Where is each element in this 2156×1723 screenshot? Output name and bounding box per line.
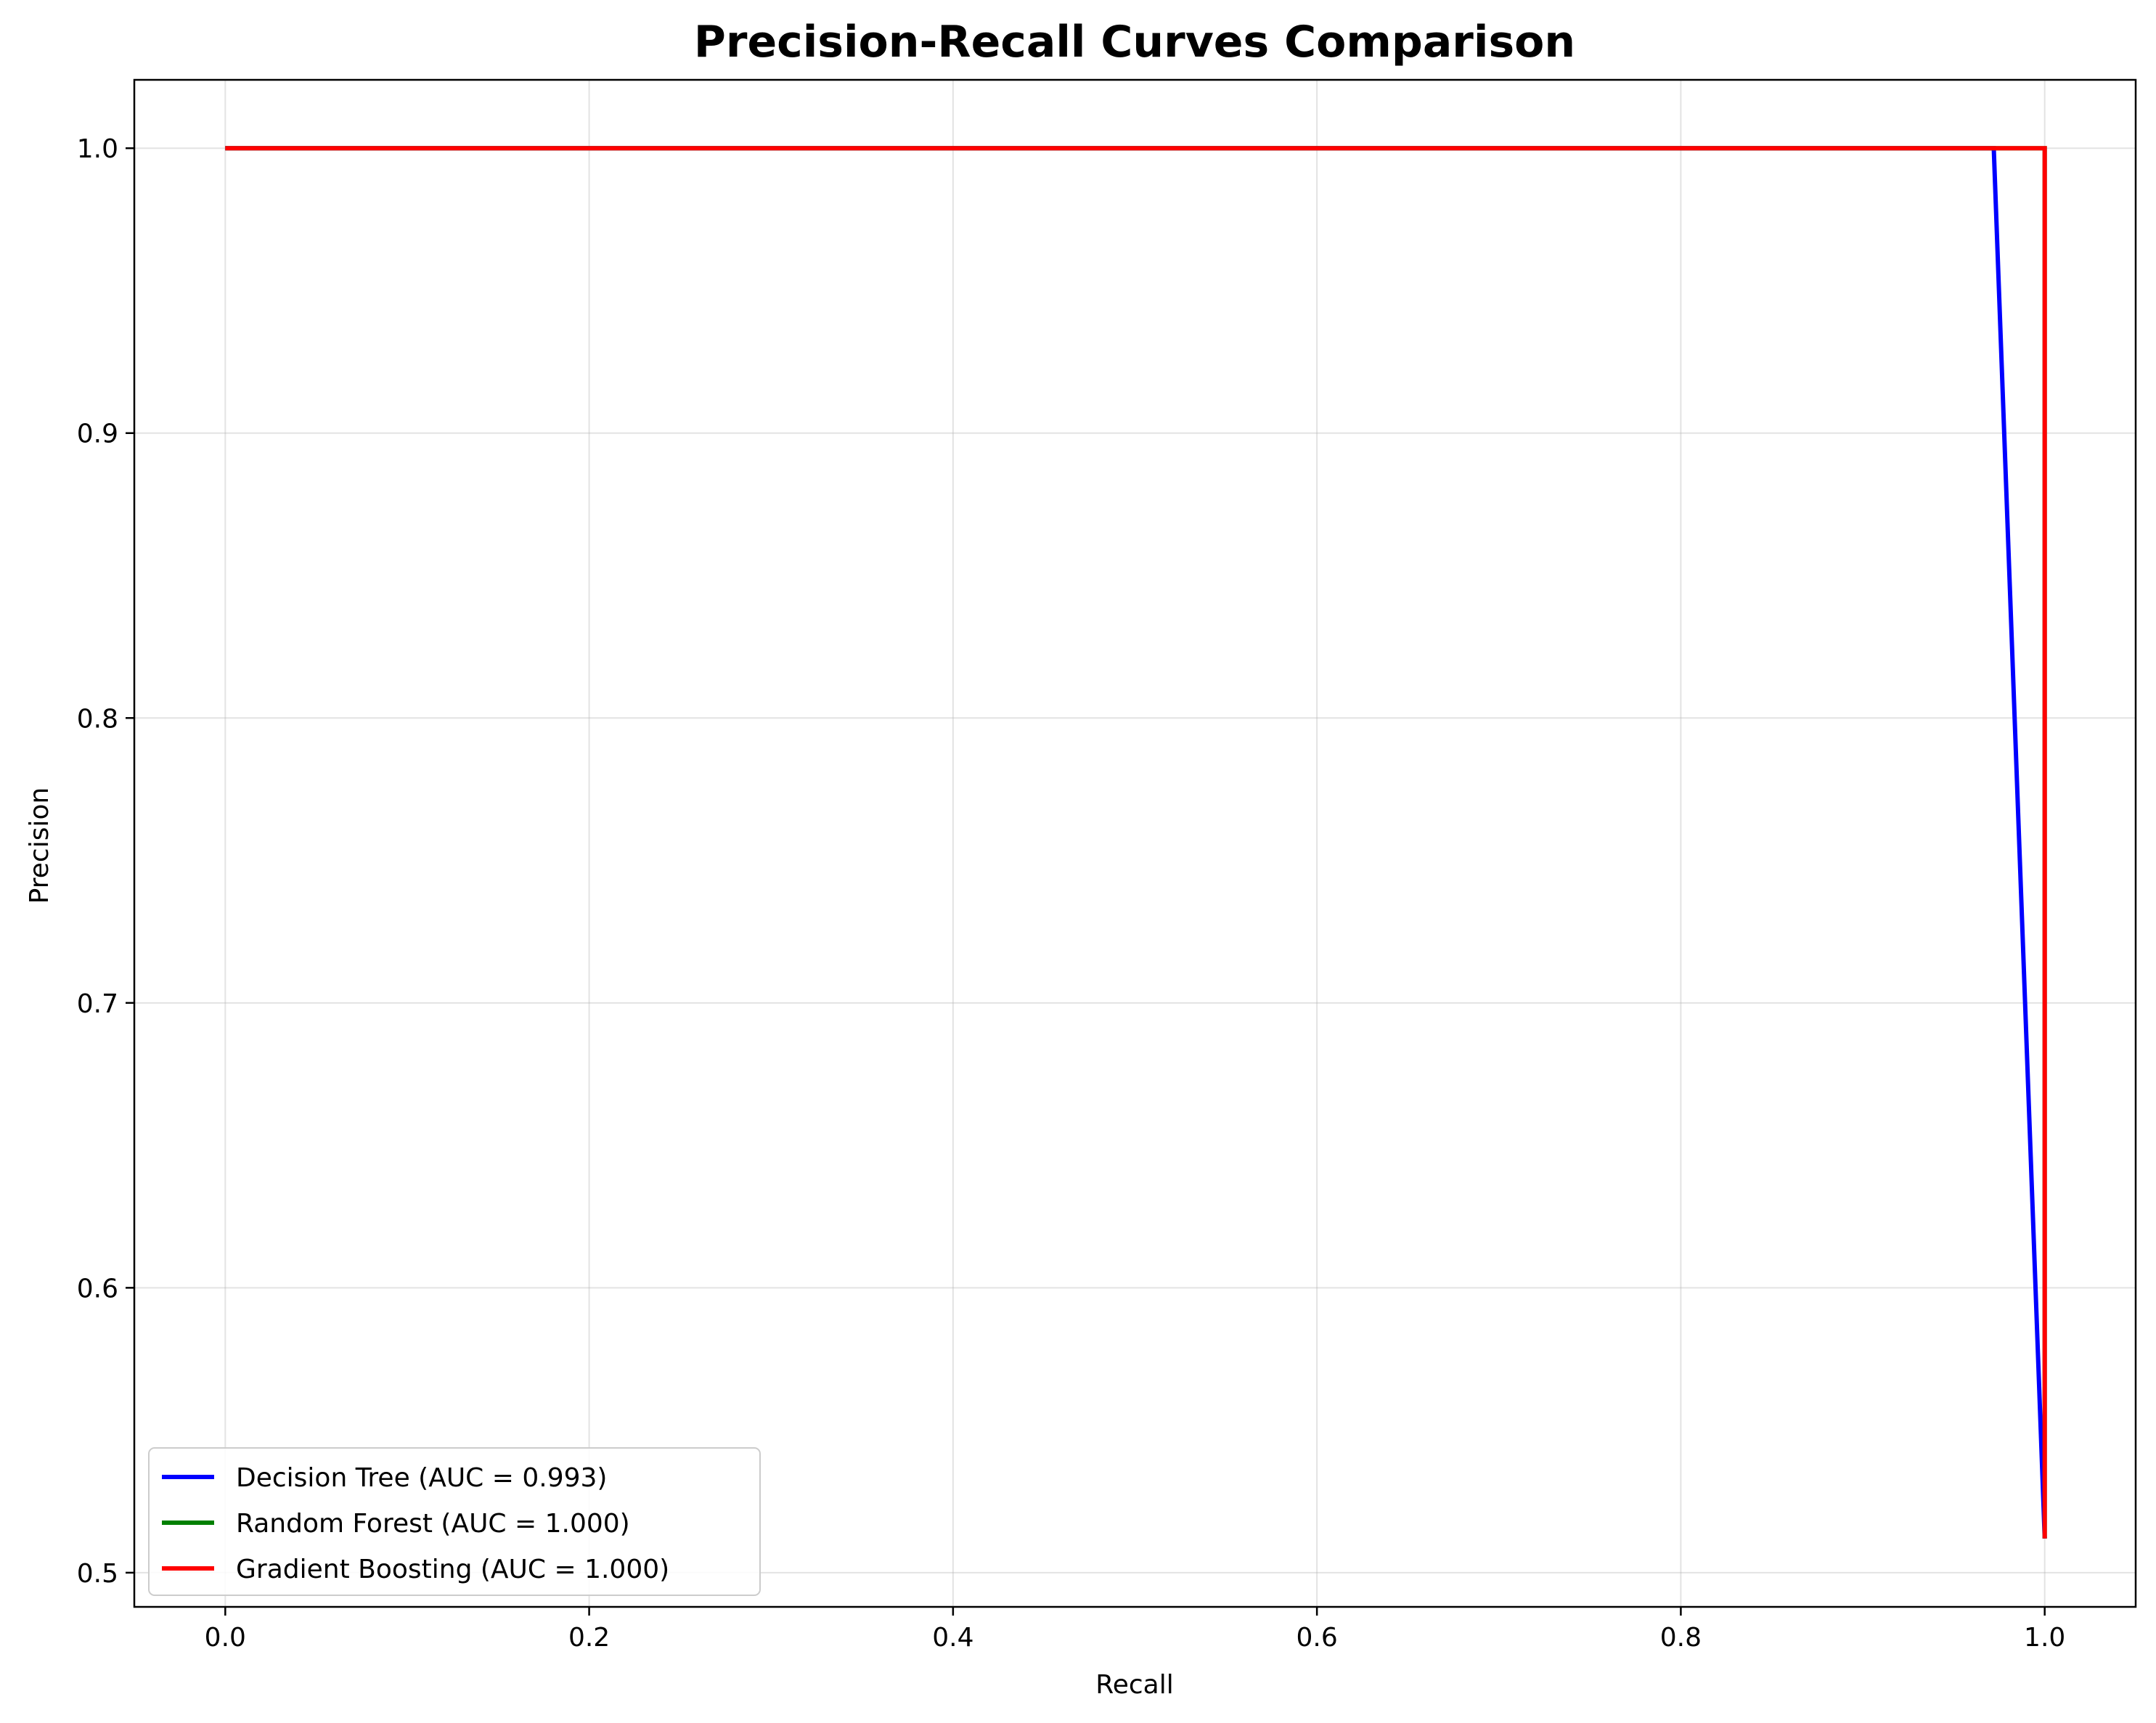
- y-tick-label: 0.8: [77, 704, 118, 734]
- y-axis-label: Precision: [25, 787, 54, 904]
- y-tick-label: 0.5: [77, 1559, 118, 1589]
- x-tick-label: 0.0: [205, 1623, 246, 1653]
- x-tick-label: 0.4: [932, 1623, 973, 1653]
- y-tick-label: 0.9: [77, 420, 118, 449]
- x-tick-label: 0.2: [568, 1623, 610, 1653]
- x-axis-label: Recall: [1095, 1670, 1173, 1700]
- legend: Decision Tree (AUC = 0.993) Random Forest…: [148, 1447, 761, 1596]
- series-lines: [225, 146, 2047, 1539]
- plot-frame: [133, 78, 2137, 1608]
- x-tick-label: 0.6: [1297, 1623, 1338, 1653]
- legend-label-2: Gradient Boosting (AUC = 1.000): [236, 1555, 669, 1584]
- y-tick-label: 0.6: [77, 1274, 118, 1303]
- x-tick-label: 1.0: [2024, 1623, 2065, 1653]
- legend-label-1: Random Forest (AUC = 1.000): [236, 1509, 630, 1539]
- legend-box: [148, 1447, 761, 1596]
- series-line-2: [225, 146, 2047, 1539]
- y-tick-label: 0.7: [77, 989, 118, 1019]
- grid: [134, 80, 2136, 1607]
- legend-label-0: Decision Tree (AUC = 0.993): [236, 1463, 607, 1493]
- x-tick-label: 0.8: [1660, 1623, 1702, 1653]
- y-tick-label: 1.0: [77, 134, 118, 164]
- axis-ticks: 0.0 0.2 0.4 0.6 0.8 1.0 0.5 0.6 0.7 0.8 0.9 1.0: [77, 134, 2066, 1653]
- chart-title: Precision-Recall Curves Comparison: [694, 17, 1575, 67]
